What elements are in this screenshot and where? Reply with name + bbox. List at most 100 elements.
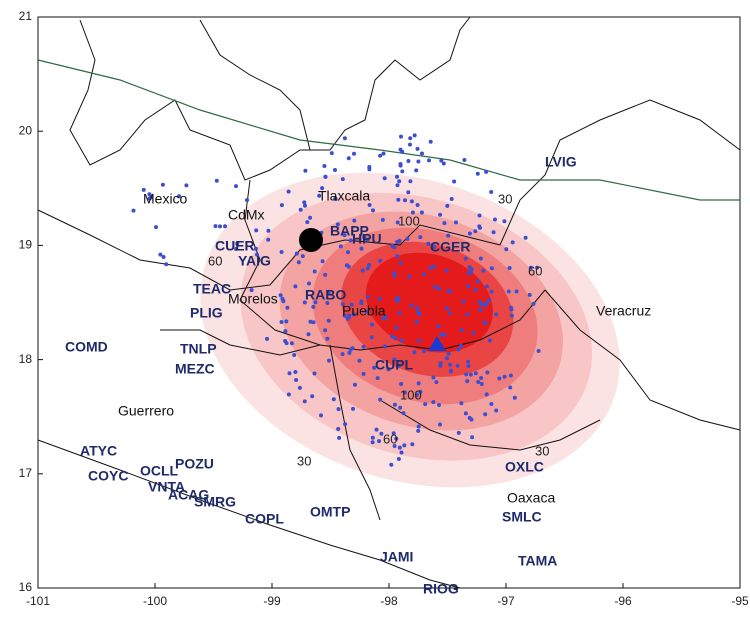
sensor-dot — [400, 149, 405, 154]
sensor-dot — [307, 281, 311, 286]
sensor-dot — [408, 179, 413, 184]
sensor-dot — [147, 196, 152, 201]
sensor-dot — [367, 262, 371, 267]
sensor-dot — [365, 237, 370, 242]
sensor-dot — [306, 332, 311, 337]
sensor-dot — [465, 379, 470, 384]
sensor-dot — [416, 381, 421, 386]
sensor-dot — [348, 238, 353, 243]
station-label: CGER — [430, 239, 470, 255]
sensor-dot — [347, 350, 352, 355]
x-tick-label: -101 — [26, 594, 50, 608]
sensor-dot — [177, 194, 182, 199]
y-tick-label: 19 — [19, 238, 33, 252]
sensor-dot — [294, 251, 299, 256]
sensor-dot — [289, 341, 294, 346]
y-tick-label: 20 — [19, 123, 33, 137]
station-label: SMLC — [502, 509, 542, 525]
sensor-dot — [344, 263, 349, 268]
sensor-dot — [154, 225, 158, 230]
sensor-dot — [504, 247, 509, 252]
sensor-dot — [364, 309, 369, 314]
sensor-dot — [420, 151, 424, 156]
sensor-dot — [184, 183, 189, 188]
sensor-dot — [322, 164, 327, 168]
station-label: CUPL — [375, 357, 414, 373]
station-label: PLIG — [190, 305, 223, 321]
sensor-dot — [468, 270, 473, 275]
sensor-dot — [302, 300, 307, 305]
sensor-dot — [437, 403, 441, 407]
sensor-dot — [395, 174, 399, 179]
sensor-dot — [471, 331, 476, 335]
sensor-dot — [491, 230, 496, 235]
sensor-dot — [395, 183, 400, 188]
sensor-dot — [438, 212, 443, 217]
sensor-dot — [464, 372, 469, 377]
sensor-dot — [467, 231, 472, 236]
sensor-dot — [531, 301, 536, 306]
sensor-dot — [494, 408, 499, 413]
sensor-dot — [386, 367, 391, 372]
contour-label: 60 — [208, 253, 222, 268]
sensor-dot — [448, 369, 453, 374]
sensor-dot — [372, 365, 377, 370]
sensor-dot — [320, 259, 325, 264]
station-label: OMTP — [310, 504, 350, 520]
sensor-dot — [439, 332, 444, 337]
sensor-dot — [446, 351, 451, 356]
sensor-dot — [131, 208, 136, 213]
sensor-dot — [395, 295, 400, 300]
sensor-dot — [308, 319, 313, 324]
sensor-dot — [463, 256, 468, 261]
sensor-dot — [255, 252, 259, 257]
sensor-dot — [445, 203, 450, 208]
sensor-dot — [508, 385, 513, 390]
sensor-dot — [410, 210, 415, 215]
sensor-dot — [297, 385, 302, 390]
sensor-dot — [312, 371, 317, 376]
sensor-dot — [253, 246, 258, 251]
sensor-dot — [308, 215, 313, 220]
sensor-dot — [407, 274, 412, 279]
sensor-dot — [459, 344, 464, 348]
sensor-dot — [336, 427, 341, 431]
sensor-dot — [367, 167, 372, 172]
station-label: TNLP — [180, 341, 217, 357]
station-label: TEAC — [193, 281, 231, 297]
sensor-dot — [459, 328, 464, 333]
sensor-dot — [359, 301, 364, 306]
sensor-dot — [346, 250, 350, 255]
station-label: CUER — [215, 238, 255, 254]
sensor-dot — [489, 402, 494, 406]
sensor-dot — [468, 372, 473, 377]
sensor-dot — [475, 279, 480, 284]
sensor-dot — [365, 266, 370, 271]
sensor-dot — [346, 156, 351, 161]
sensor-dot — [416, 424, 421, 429]
sensor-dot — [235, 241, 240, 246]
sensor-dot — [514, 289, 519, 294]
place-label: Guerrero — [118, 403, 174, 419]
sensor-dot — [489, 266, 494, 271]
sensor-dot — [467, 265, 472, 270]
sensor-dot — [286, 189, 291, 194]
sensor-dot — [483, 321, 488, 326]
sensor-dot — [481, 268, 486, 273]
sensor-dot — [423, 402, 428, 407]
sensor-dot — [497, 376, 502, 381]
sensor-dot — [484, 284, 489, 289]
epicenter-triangle — [428, 336, 446, 351]
sensor-dot — [438, 363, 443, 368]
sensor-dot — [409, 199, 414, 204]
contour-label: 60 — [528, 263, 542, 278]
sensor-dot — [266, 228, 271, 233]
sensor-dot — [302, 200, 307, 205]
sensor-dot — [390, 334, 395, 339]
sensor-dot — [340, 302, 345, 307]
sensor-dot — [426, 241, 431, 246]
sensor-dot — [249, 288, 254, 293]
sensor-dot — [320, 186, 325, 191]
sensor-dot — [535, 265, 540, 270]
station-label: COPL — [245, 511, 284, 527]
